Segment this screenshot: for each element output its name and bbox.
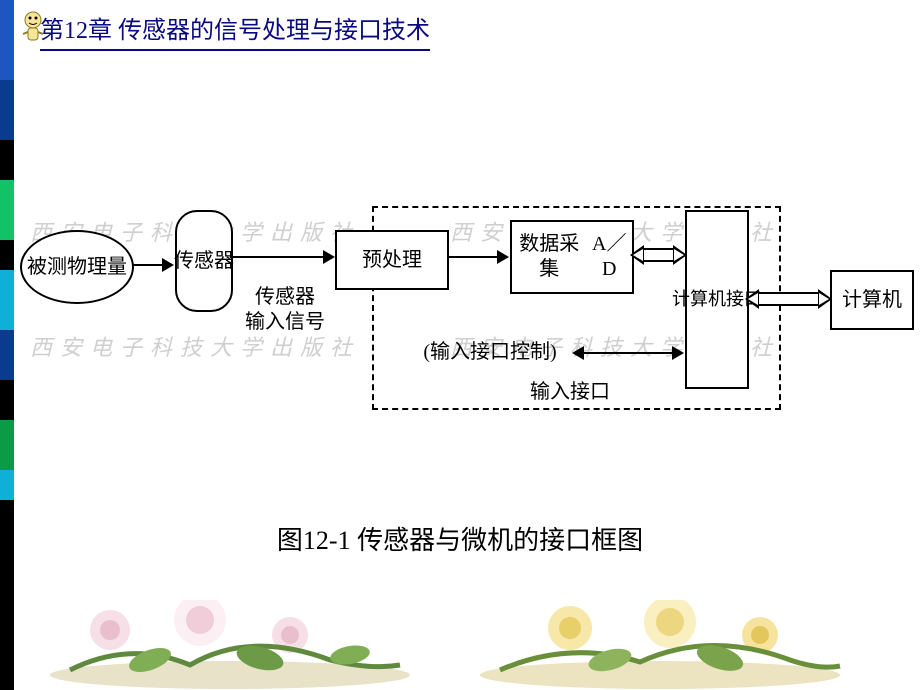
block-diagram: 被测物理量 传感器 预处理 数据采集A／D 计算机接口 计算机 传感器输入信号 …	[20, 200, 910, 410]
strip-segment	[0, 0, 14, 80]
node-data-acquisition: 数据采集A／D	[510, 220, 634, 294]
figure-caption: 图12-1 传感器与微机的接口框图	[0, 520, 920, 557]
label-sensor-input-signal: 传感器输入信号	[235, 285, 335, 335]
node-computer: 计算机	[830, 270, 914, 330]
strip-segment	[0, 240, 14, 270]
label-input-interface: 输入接口	[510, 380, 630, 405]
decorative-flower-icon	[30, 600, 430, 690]
node-measured-quantity: 被测物理量	[20, 230, 134, 304]
edge-arrow-bi	[582, 352, 674, 354]
edge-connector-open	[747, 292, 830, 306]
edge-arrow	[132, 264, 164, 266]
strip-segment	[0, 80, 14, 140]
page-title: 第12章 传感器的信号处理与接口技术	[40, 10, 430, 51]
strip-segment	[0, 270, 14, 330]
strip-segment	[0, 420, 14, 470]
strip-segment	[0, 470, 14, 500]
node-computer-interface: 计算机接口	[685, 210, 749, 389]
strip-segment	[0, 140, 14, 180]
edge-arrow	[230, 256, 325, 258]
node-sensor: 传感器	[175, 210, 233, 312]
edge-arrow	[447, 256, 499, 258]
decorative-flower-icon	[460, 600, 860, 690]
edge-connector-open	[632, 248, 685, 262]
strip-segment	[0, 180, 14, 240]
strip-segment	[0, 380, 14, 420]
label-input-interface-control: (输入接口控制)	[405, 340, 575, 365]
strip-segment	[0, 330, 14, 380]
node-preprocess: 预处理	[335, 230, 449, 290]
